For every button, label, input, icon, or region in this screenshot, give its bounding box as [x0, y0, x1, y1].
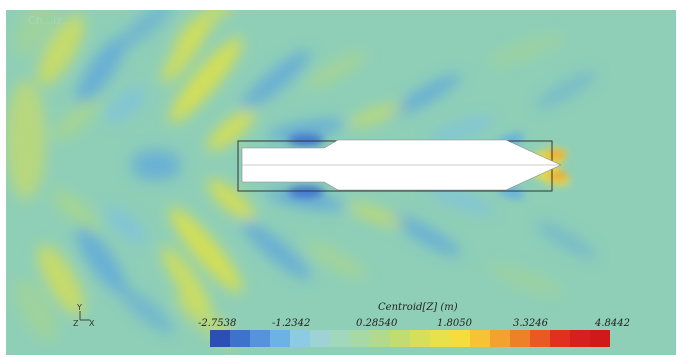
watermark-text: Ch...iz... — [28, 14, 73, 27]
legend-tick-2: 0.28540 — [356, 318, 398, 329]
colorbar-cell — [570, 330, 590, 347]
wave-blob — [427, 115, 495, 145]
colorbar-cell — [550, 330, 570, 347]
wave-blob — [391, 73, 461, 117]
wave-blob — [131, 158, 181, 182]
wave-blob — [37, 14, 85, 86]
colorbar-cell — [430, 330, 450, 347]
legend-title: Centroid[Z] (m) — [378, 302, 458, 313]
bow-wave-blob — [288, 186, 324, 198]
wave-blob — [535, 71, 597, 109]
legend-tick-1: -1.2342 — [272, 318, 311, 329]
colorbar-cell — [210, 330, 230, 347]
colorbar-cell — [290, 330, 310, 347]
colorbar-cell — [270, 330, 290, 347]
legend-tick-3: 1.8050 — [437, 318, 472, 329]
wave-blob — [174, 10, 238, 47]
wave-blob — [76, 226, 126, 294]
wave-blob — [391, 213, 461, 257]
colorbar-cell — [470, 330, 490, 347]
legend-tick-5: 4.8442 — [595, 318, 630, 329]
wave-blob — [118, 286, 174, 334]
wave-blob — [305, 240, 367, 280]
colorbar-cell — [510, 330, 530, 347]
wave-blob — [37, 244, 85, 316]
wave-blob — [161, 246, 211, 314]
colorbar-cell — [490, 330, 510, 347]
colorbar-cell — [230, 330, 250, 347]
colorbar-cell — [590, 330, 610, 347]
wave-blob — [347, 102, 405, 128]
wave-blob — [76, 36, 126, 104]
wave-blob — [240, 50, 312, 110]
bow-wave-blob — [548, 171, 568, 181]
axis-y-label: Y — [77, 303, 82, 312]
colorbar-cell — [350, 330, 370, 347]
wave-blob — [488, 263, 564, 297]
wave-blob — [14, 10, 58, 57]
colorbar-cell — [390, 330, 410, 347]
wave-blob — [535, 221, 597, 259]
axis-triad-icon — [79, 311, 90, 321]
wave-blob — [347, 202, 405, 228]
colorbar-cell — [310, 330, 330, 347]
axis-z-label: Z — [73, 319, 79, 328]
legend-colorbar — [210, 330, 610, 347]
legend-tick-4: 3.3246 — [513, 318, 548, 329]
wave-blob — [6, 80, 46, 200]
wave-field-plot — [6, 10, 676, 355]
legend-tick-0: -2.7538 — [198, 318, 237, 329]
wave-blob — [207, 179, 255, 221]
wave-blob — [169, 207, 243, 293]
wave-blob — [169, 37, 243, 123]
wave-pattern — [6, 10, 597, 347]
colorbar-cell — [450, 330, 470, 347]
wave-blob — [266, 119, 346, 141]
flow-field-viewport[interactable] — [6, 10, 676, 355]
wave-blob — [488, 33, 564, 67]
wave-blob — [105, 207, 147, 243]
colorbar-cell — [370, 330, 390, 347]
wave-blob — [305, 50, 367, 90]
colorbar-cell — [410, 330, 430, 347]
colorbar-cell — [250, 330, 270, 347]
wave-blob — [52, 189, 100, 231]
colorbar-cell — [330, 330, 350, 347]
wave-blob — [207, 109, 255, 151]
wave-blob — [427, 185, 495, 215]
wave-blob — [118, 10, 174, 49]
wave-blob — [14, 278, 58, 342]
axis-x-label: X — [89, 319, 95, 328]
wave-blob — [105, 87, 147, 123]
wave-blob — [52, 99, 100, 141]
bow-wave-blob — [546, 150, 566, 160]
bow-wave-blob — [288, 134, 324, 146]
wave-blob — [266, 189, 346, 211]
colorbar-cell — [530, 330, 550, 347]
wave-blob — [240, 220, 312, 280]
